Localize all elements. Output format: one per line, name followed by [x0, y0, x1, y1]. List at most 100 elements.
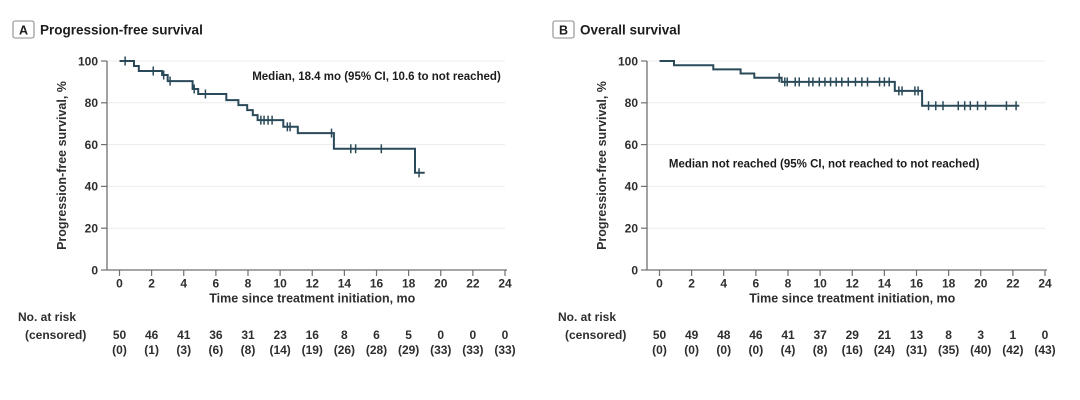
x-tick-label: 2: [148, 277, 155, 291]
y-tick-label: 20: [85, 222, 99, 236]
at-risk-count: 37: [813, 328, 827, 342]
censored-count: (29): [398, 343, 419, 357]
x-axis-label: Time since treatment initiation, mo: [209, 292, 415, 306]
y-tick-label: 40: [625, 180, 639, 194]
x-tick-label: 16: [370, 277, 384, 291]
censored-count: (8): [813, 343, 828, 357]
censored-label: (censored): [25, 328, 86, 342]
at-risk-count: 3: [977, 328, 984, 342]
x-tick-label: 6: [753, 277, 760, 291]
censored-count: (33): [430, 343, 451, 357]
at-risk-count: 36: [209, 328, 223, 342]
x-tick-label: 22: [1006, 277, 1020, 291]
censored-count: (1): [144, 343, 159, 357]
at-risk-count: 5: [405, 328, 412, 342]
censored-count: (19): [302, 343, 323, 357]
panel-title: Overall survival: [580, 23, 681, 38]
censored-count: (6): [209, 343, 224, 357]
censored-count: (40): [970, 343, 991, 357]
at-risk-count: 13: [910, 328, 924, 342]
at-risk-count: 49: [685, 328, 699, 342]
km-curve: [659, 60, 1020, 107]
censored-count: (0): [716, 343, 731, 357]
at-risk-count: 50: [653, 328, 667, 342]
censored-count: (14): [269, 343, 290, 357]
x-tick-label: 20: [974, 277, 988, 291]
km-panel-progression-free-survival: A Progression-free survival 0 20 40 60 80 100 0 2…: [12, 20, 516, 357]
at-risk-count: 8: [341, 328, 348, 342]
y-tick-label: 80: [625, 96, 639, 110]
x-tick-label: 14: [878, 277, 892, 291]
at-risk-count: 41: [177, 328, 191, 342]
at-risk-count: 46: [749, 328, 763, 342]
x-tick-label: 8: [245, 277, 252, 291]
panel-title: Progression-free survival: [40, 23, 203, 38]
km-panel-overall-survival: B Overall survival 0 20 40 60 80 100 0 2 4 6 8 10 12 14…: [540, 0, 1080, 400]
y-tick-label: 0: [91, 263, 98, 277]
y-tick-label: 0: [631, 263, 638, 277]
x-tick-label: 14: [338, 277, 352, 291]
y-axis-label: Progression-free survival, %: [595, 81, 609, 250]
x-tick-label: 4: [720, 277, 727, 291]
x-tick-label: 10: [273, 277, 287, 291]
at-risk-count: 46: [145, 328, 159, 342]
x-tick-label: 18: [402, 277, 416, 291]
x-tick-label: 24: [498, 277, 512, 291]
y-tick-label: 60: [625, 138, 639, 152]
x-tick-label: 12: [846, 277, 860, 291]
panel-label: A: [19, 24, 28, 38]
y-tick-label: 20: [625, 222, 639, 236]
at-risk-count: 0: [1042, 328, 1049, 342]
x-tick-label: 18: [942, 277, 956, 291]
censored-count: (33): [494, 343, 515, 357]
panel-label-box: [552, 20, 575, 39]
at-risk-count: 1: [1010, 328, 1017, 342]
risk-table-label: No. at risk: [18, 310, 76, 324]
at-risk-count: 31: [241, 328, 255, 342]
censored-count: (24): [874, 343, 895, 357]
panel-label-box: [12, 20, 35, 39]
censored-count: (0): [652, 343, 667, 357]
censored-count: (0): [684, 343, 699, 357]
censored-count: (26): [334, 343, 355, 357]
censored-count: (3): [176, 343, 191, 357]
censored-count: (0): [112, 343, 127, 357]
at-risk-count: 0: [502, 328, 509, 342]
median-annotation: Median, 18.4 mo (95% CI, 10.6 to not rea…: [252, 71, 501, 83]
censored-count: (33): [462, 343, 483, 357]
censored-count: (0): [749, 343, 764, 357]
x-tick-label: 12: [306, 277, 320, 291]
at-risk-count: 8: [945, 328, 952, 342]
censored-count: (31): [906, 343, 927, 357]
at-risk-count: 29: [846, 328, 860, 342]
censored-label: (censored): [565, 328, 626, 342]
risk-table-label: No. at risk: [558, 310, 616, 324]
y-axis-label: Progression-free survival, %: [55, 81, 69, 250]
at-risk-count: 0: [470, 328, 477, 342]
at-risk-count: 23: [273, 328, 287, 342]
y-tick-label: 100: [78, 54, 98, 68]
at-risk-count: 21: [878, 328, 892, 342]
x-tick-label: 8: [785, 277, 792, 291]
at-risk-count: 48: [717, 328, 731, 342]
censored-count: (43): [1034, 343, 1055, 357]
censored-count: (35): [938, 343, 959, 357]
censored-count: (42): [1002, 343, 1023, 357]
at-risk-count: 0: [437, 328, 444, 342]
x-tick-label: 0: [656, 277, 663, 291]
median-annotation: Median not reached (95% CI, not reached …: [669, 159, 980, 171]
x-axis-label: Time since treatment initiation, mo: [749, 292, 955, 306]
y-tick-label: 60: [85, 138, 99, 152]
x-tick-label: 20: [434, 277, 448, 291]
x-tick-label: 6: [213, 277, 220, 291]
at-risk-count: 41: [781, 328, 795, 342]
x-tick-label: 24: [1038, 277, 1052, 291]
censored-count: (4): [781, 343, 796, 357]
at-risk-count: 6: [373, 328, 380, 342]
censored-count: (8): [241, 343, 256, 357]
y-tick-label: 80: [85, 96, 99, 110]
x-tick-label: 22: [466, 277, 480, 291]
